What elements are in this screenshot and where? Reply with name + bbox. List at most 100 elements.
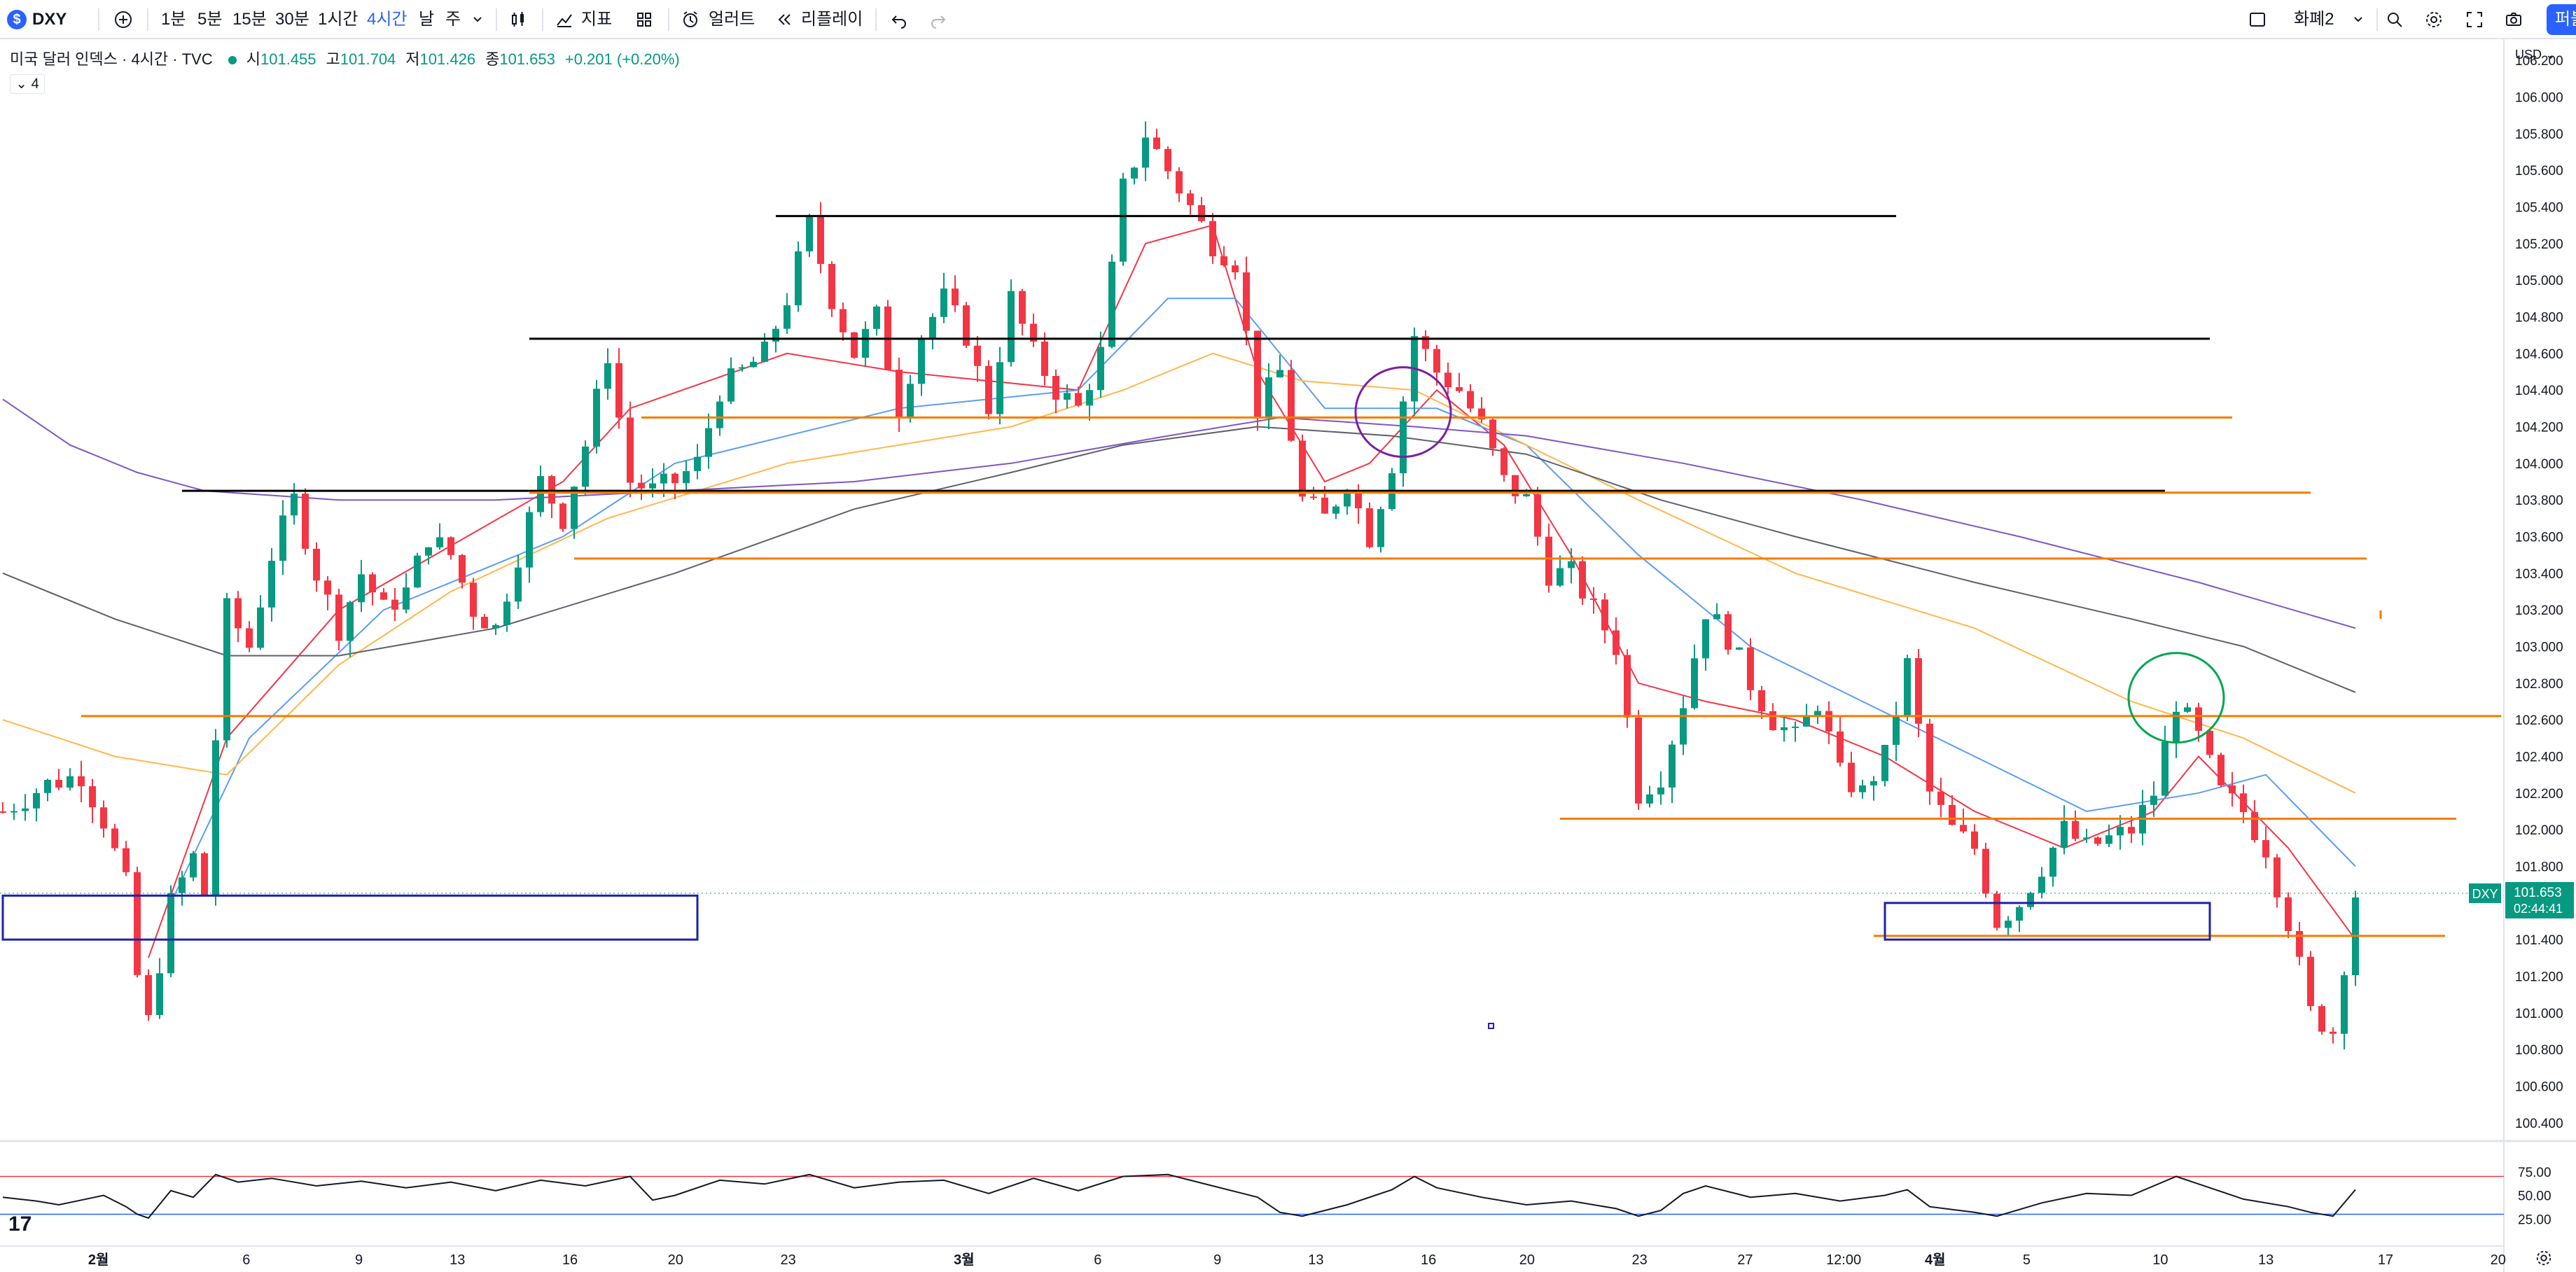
- moving-average-line: [2, 426, 2356, 693]
- symbol-logo-icon[interactable]: $: [7, 10, 27, 29]
- candle-body: [1153, 137, 1160, 149]
- candle-body: [1108, 261, 1115, 347]
- candle-body: [727, 368, 734, 402]
- chart-settings-icon[interactable]: [2535, 1249, 2553, 1267]
- candle-body: [1299, 440, 1306, 497]
- candle-body: [1400, 401, 1407, 474]
- candle-body: [2251, 812, 2258, 840]
- toolbar-divider: [668, 8, 669, 31]
- indicators-button[interactable]: 지표: [581, 10, 613, 29]
- alert-icon[interactable]: [681, 10, 700, 29]
- price-tick-label: 105.800: [2515, 127, 2563, 142]
- candle-body: [1164, 148, 1171, 172]
- undo-icon[interactable]: [889, 10, 909, 29]
- interval-1h[interactable]: 1시간: [318, 10, 358, 29]
- candle-body: [134, 872, 141, 975]
- candle-body: [873, 306, 880, 329]
- price-tick-label: 105.200: [2515, 237, 2563, 252]
- templates-icon[interactable]: [634, 10, 654, 29]
- price-tick-label: 100.800: [2515, 1043, 2563, 1058]
- layout-name[interactable]: 화폐2: [2294, 10, 2334, 29]
- marker-drawing: [1488, 1023, 1494, 1029]
- candle-body: [1377, 509, 1384, 547]
- layout-icon[interactable]: [2248, 10, 2267, 29]
- candle-body: [425, 547, 432, 556]
- candle-body: [750, 361, 757, 368]
- candle-body: [1187, 193, 1194, 205]
- rectangle-drawing: [1884, 902, 2211, 941]
- candle-body: [918, 339, 925, 384]
- candle-body: [347, 602, 354, 641]
- candle-body: [1646, 794, 1653, 804]
- candle-body: [862, 328, 869, 358]
- candles-icon[interactable]: [508, 10, 528, 29]
- plus-circle-icon[interactable]: [113, 10, 133, 29]
- price-tag-countdown: 02:44:41: [2514, 902, 2563, 916]
- drawings[interactable]: [0, 215, 2504, 1029]
- interval-30m[interactable]: 30분: [275, 10, 309, 29]
- fullscreen-icon[interactable]: [2465, 10, 2484, 29]
- candle-body: [2307, 956, 2314, 1007]
- replay-icon[interactable]: [774, 10, 794, 29]
- candle-body: [671, 473, 678, 484]
- candle-body: [212, 740, 219, 895]
- candle-body: [2206, 730, 2213, 755]
- candle-body: [1097, 347, 1104, 391]
- candle-body: [2016, 907, 2023, 921]
- candle-body: [481, 617, 488, 629]
- price-tag-symbol-bg: [2469, 883, 2501, 903]
- symbol-search[interactable]: DXY: [32, 10, 67, 29]
- interval-1m[interactable]: 1분: [161, 10, 186, 29]
- indicators-icon[interactable]: [555, 10, 574, 29]
- replay-button[interactable]: 리플레이: [801, 10, 863, 29]
- toolbar-divider: [98, 8, 99, 31]
- redo-icon[interactable]: [928, 10, 948, 29]
- candle-body: [492, 624, 499, 629]
- candle-body: [2330, 1031, 2337, 1034]
- candle-body: [1064, 393, 1071, 400]
- price-axis[interactable]: 100.400 100.600 100.800 101.000 101.200 101.4…: [2503, 39, 2563, 1272]
- candle-body: [2229, 785, 2236, 794]
- candle-body: [33, 792, 40, 809]
- interval-5m[interactable]: 5분: [197, 10, 223, 29]
- candle-body: [649, 483, 656, 489]
- toolbar-divider: [2376, 8, 2378, 31]
- candle-body: [1422, 336, 1429, 349]
- price-tick-label: 103.400: [2515, 567, 2563, 582]
- indicator-collapse-button[interactable]: ⌄ 4: [10, 74, 45, 94]
- camera-icon[interactable]: [2504, 10, 2523, 29]
- candle-body: [44, 779, 51, 793]
- candle-body: [1713, 614, 1720, 620]
- candle-body: [100, 807, 107, 829]
- candle-body: [235, 598, 242, 629]
- candle-body: [627, 417, 634, 483]
- candle-body: [559, 503, 566, 529]
- candle-body: [1702, 619, 1709, 659]
- time-tick-label: 20: [2491, 1252, 2506, 1268]
- candle-body: [1019, 291, 1026, 324]
- price-tick-label: 104.800: [2515, 311, 2563, 326]
- chevron-down-icon[interactable]: [468, 10, 487, 29]
- candle-body: [851, 332, 858, 358]
- legend-title[interactable]: 미국 달러 인덱스 · 4시간 · TVC: [10, 50, 213, 68]
- interval-4h[interactable]: 4시간: [367, 10, 408, 29]
- interval-week[interactable]: 주: [445, 10, 461, 29]
- candle-body: [1332, 506, 1339, 514]
- candle-body: [1758, 690, 1765, 711]
- interval-15m[interactable]: 15분: [232, 10, 267, 29]
- alert-button[interactable]: 얼러트: [709, 10, 756, 29]
- time-tick-label: 13: [450, 1252, 465, 1268]
- rectangle-drawing: [1, 894, 699, 941]
- chevron-down-icon[interactable]: [2348, 10, 2368, 29]
- time-axis[interactable]: 2월 6 9 13 16 20 23 3월 6 9 13 16 20 23 27 12:00 4월 5 10 13 17…: [0, 1245, 2506, 1268]
- candle-body: [201, 853, 208, 895]
- publish-button[interactable]: 퍼블: [2547, 4, 2576, 35]
- interval-day[interactable]: 날: [419, 10, 435, 29]
- gear-icon[interactable]: [2424, 10, 2444, 29]
- tradingview-logo-icon: 17: [8, 1212, 32, 1236]
- circle-drawing: [1354, 366, 1452, 459]
- search-icon[interactable]: [2385, 10, 2404, 29]
- currency-selector[interactable]: USD ⌄: [2515, 48, 2556, 62]
- candle-body: [246, 628, 253, 648]
